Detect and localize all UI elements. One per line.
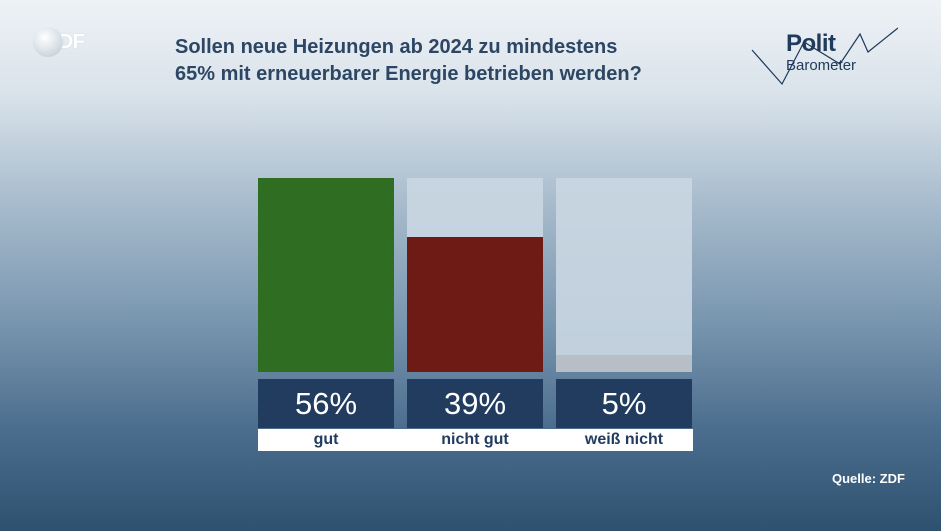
politbarometer-polit-text: Polit (786, 30, 836, 57)
value-label-weiss-nicht: 5% (556, 379, 692, 428)
chart-title: Sollen neue Heizungen ab 2024 zu mindest… (175, 34, 735, 88)
bar-weiss-nicht (556, 354, 692, 372)
chart-title-line-1: Sollen neue Heizungen ab 2024 zu mindest… (175, 36, 618, 58)
bar-track (556, 178, 692, 372)
value-label-nicht-gut: 39% (407, 379, 543, 428)
politbarometer-logo: Polit Barometer (748, 24, 898, 90)
bar-gut (258, 178, 394, 372)
zdf-logo-icon (33, 27, 63, 57)
bar-nicht-gut (407, 236, 543, 372)
category-label-weiss-nicht: weiß nicht (556, 429, 692, 451)
source-note: Quelle: ZDF (832, 471, 905, 486)
politbarometer-barometer-text: Barometer (786, 57, 857, 74)
zdf-logo: ZDF (33, 26, 85, 58)
politbarometer-zigzag-icon (751, 27, 898, 86)
category-label-nicht-gut: nicht gut (407, 429, 543, 451)
chart-title-line-2: 65% mit erneuerbarer Energie betrieben w… (175, 63, 642, 85)
category-label-gut: gut (258, 429, 394, 451)
value-label-gut: 56% (258, 379, 394, 428)
